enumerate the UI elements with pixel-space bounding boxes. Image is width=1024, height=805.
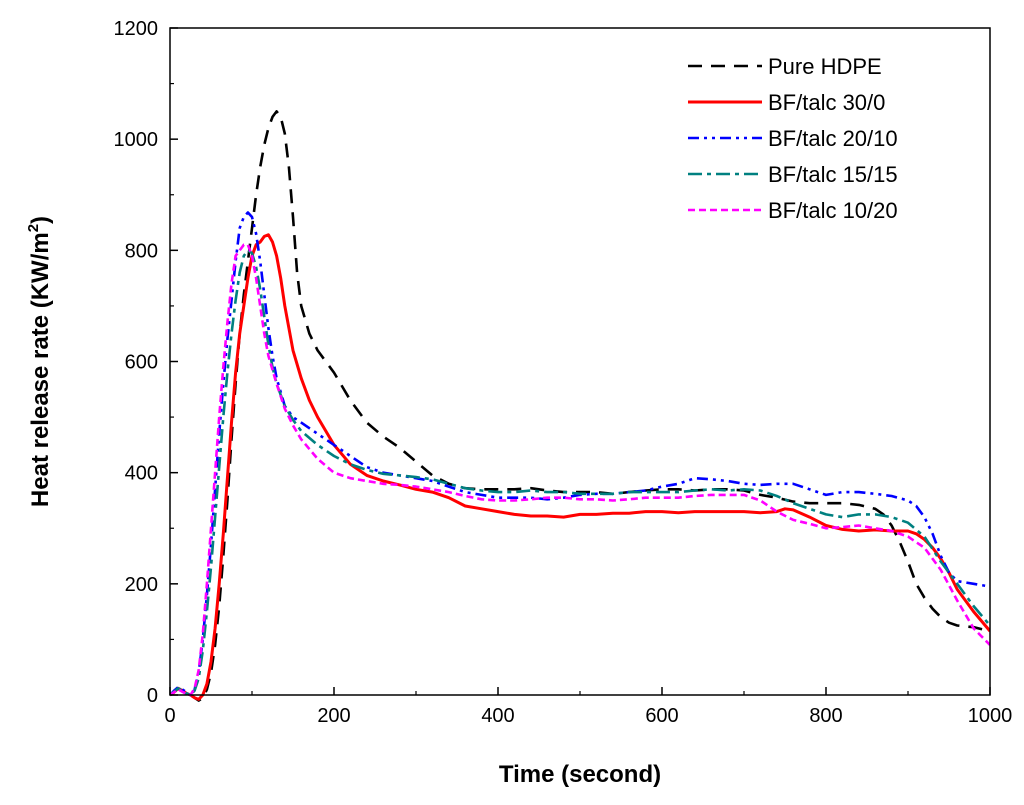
x-tick-label: 800 [809, 705, 842, 727]
y-tick-label: 400 [125, 463, 158, 485]
y-axis-title-suffix: ) [27, 216, 54, 224]
legend-label: BF/talc 20/10 [768, 126, 898, 151]
y-axis-title-superscript: 2 [25, 224, 42, 232]
legend-label: BF/talc 30/0 [768, 90, 885, 115]
legend-label: Pure HDPE [768, 54, 882, 79]
y-axis-title: Heat release rate (KW/m2) [25, 216, 54, 507]
plot-area [170, 110, 990, 702]
y-tick-label: 600 [125, 352, 158, 374]
y-tick-label: 1000 [114, 129, 159, 151]
legend: Pure HDPE BF/talc 30/0 BF/talc 20/10 BF/tal… [688, 54, 898, 223]
y-tick-label: 0 [147, 685, 158, 707]
x-tick-label: 1000 [968, 705, 1013, 727]
x-tick-label: 200 [317, 705, 350, 727]
x-axis-title: Time (second) [499, 761, 661, 788]
x-tick-label: 400 [481, 705, 514, 727]
series-line-bf-talc-20-10 [170, 211, 990, 697]
series-line-bf-talc-30-0 [170, 233, 990, 701]
series-line-bf-talc-10-20 [170, 243, 990, 697]
ticks: 0 200 400 600 800 1000 0 200 400 600 800 1000 1200 [114, 18, 1013, 727]
x-tick-label: 0 [164, 705, 175, 727]
series-line-pure-hdpe [170, 110, 990, 702]
legend-label: BF/talc 15/15 [768, 162, 898, 187]
y-tick-label: 200 [125, 574, 158, 596]
y-tick-label: 800 [125, 240, 158, 262]
legend-label: BF/talc 10/20 [768, 198, 898, 223]
x-tick-label: 600 [645, 705, 678, 727]
y-axis-title-main: Heat release rate (KW/m [27, 232, 54, 507]
series-line-bf-talc-15-15 [170, 249, 990, 697]
y-tick-label: 1200 [114, 18, 159, 40]
